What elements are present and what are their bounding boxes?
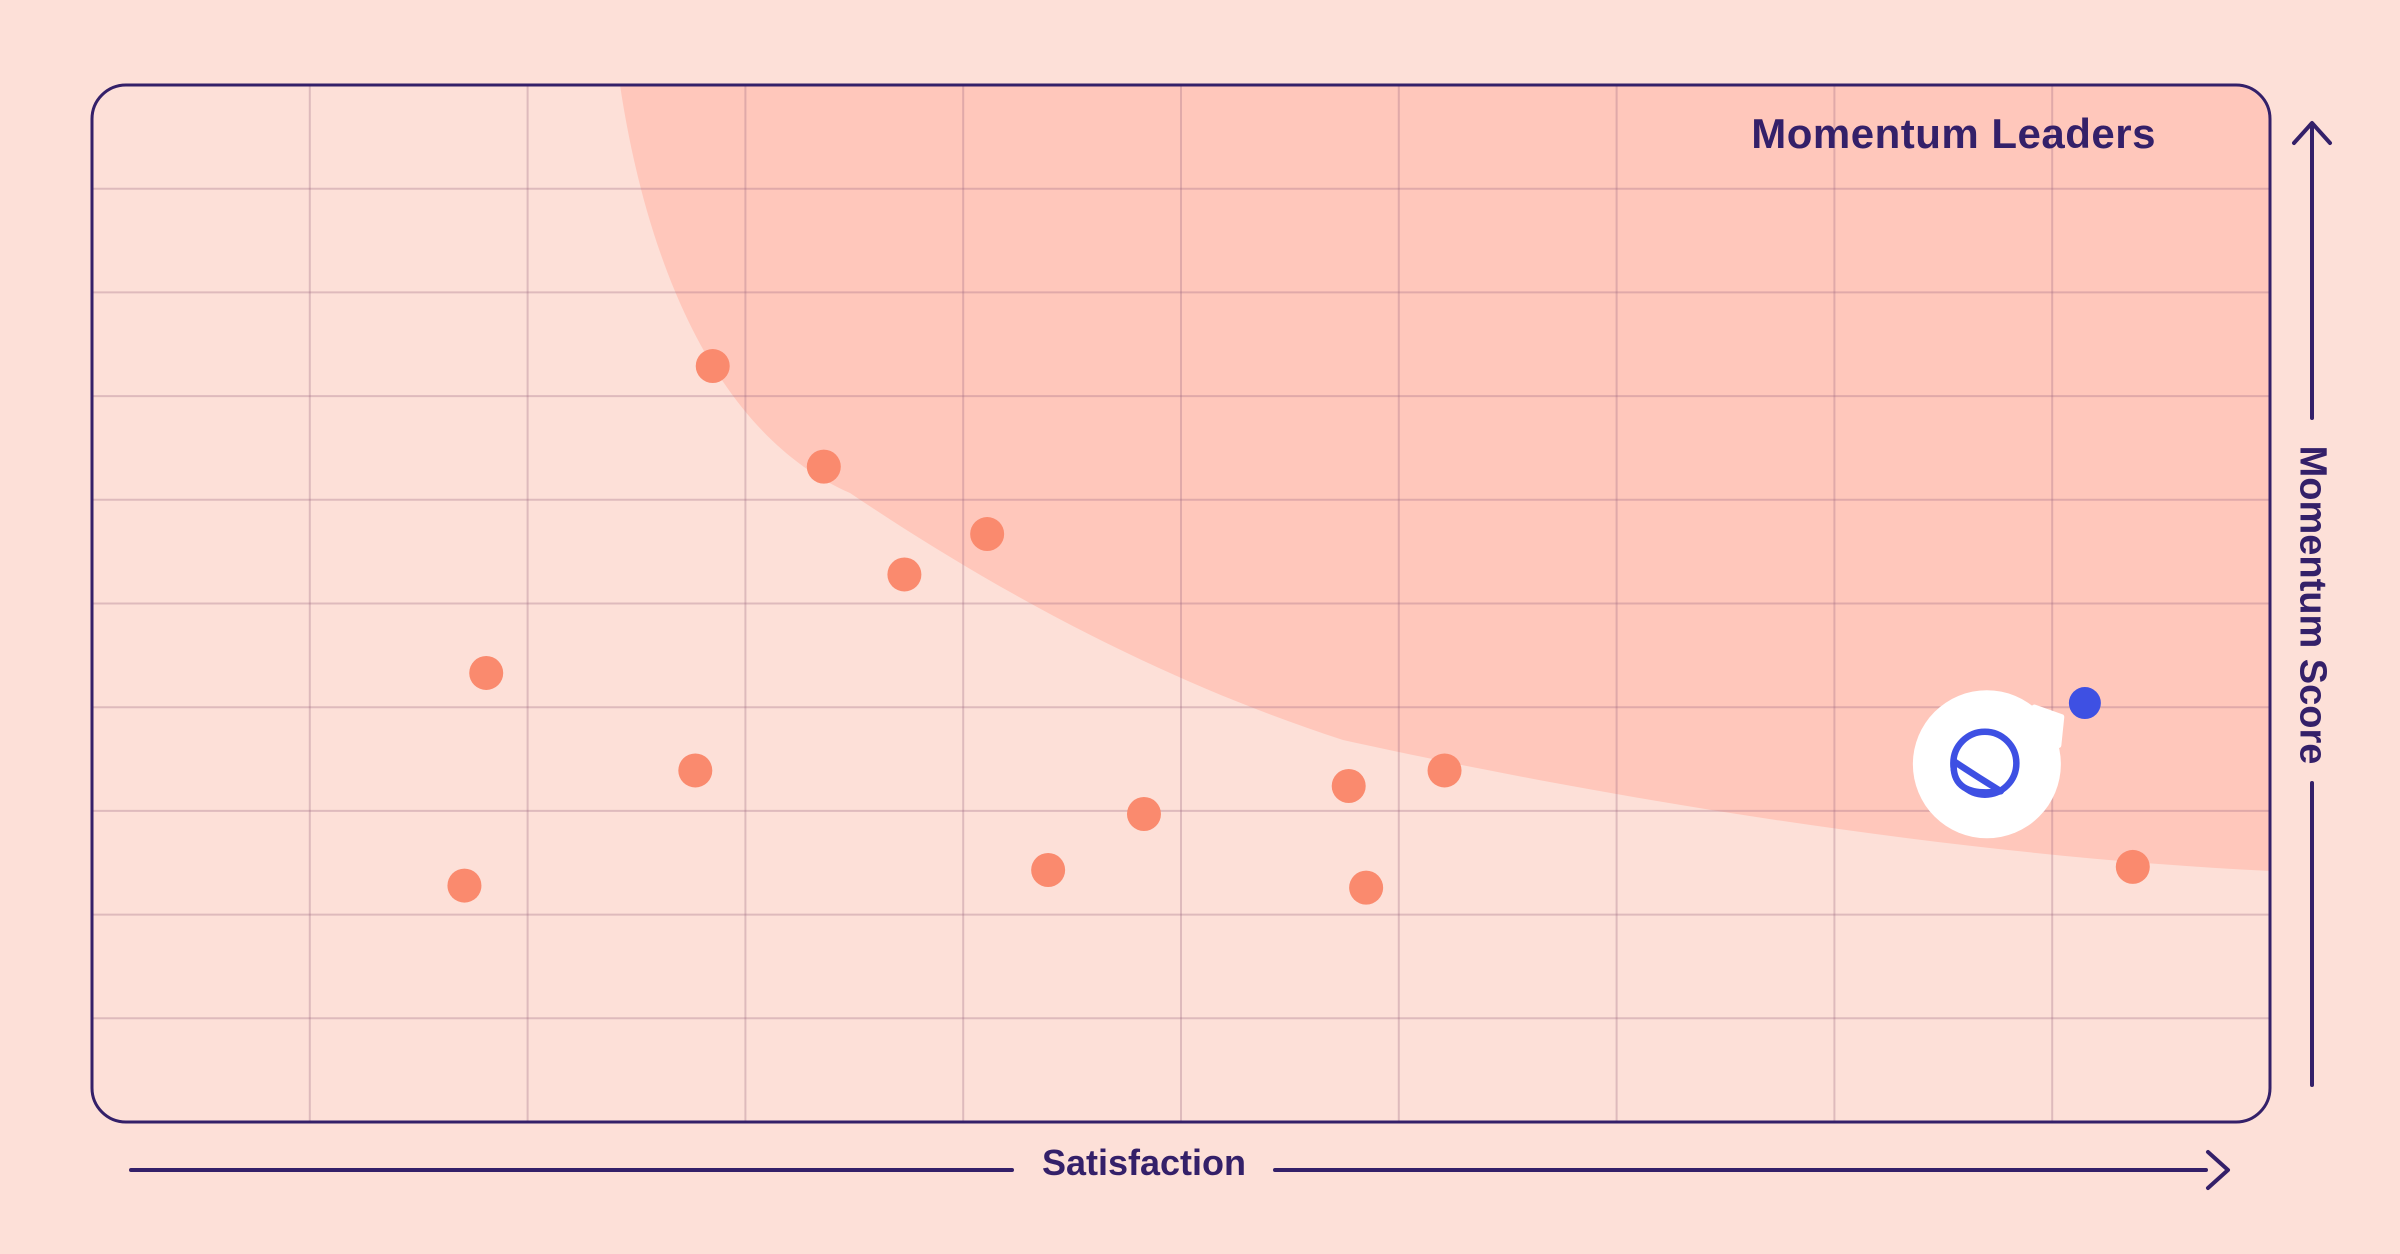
y-axis-label: Momentum Score [2291, 445, 2334, 765]
competitor-dot [1031, 853, 1066, 888]
competitor-dot [469, 655, 504, 690]
competitor-dot [447, 868, 482, 903]
chart-border [90, 83, 2272, 1124]
competitor-dot [2115, 849, 2150, 884]
x-axis-arrow-icon [2206, 1150, 2230, 1190]
y-axis-arrow-icon [2292, 121, 2332, 145]
competitor-dot [1126, 797, 1161, 832]
competitor-dot [970, 517, 1005, 552]
competitor-dot [887, 557, 922, 592]
logo-leaf-shape [1950, 757, 2005, 796]
plot-area [93, 86, 2269, 1121]
momentum-leaders-zone [620, 86, 2269, 871]
competitor-dot [1349, 870, 1384, 905]
competitor-dot [1427, 753, 1462, 788]
competitor-dot [1331, 769, 1366, 804]
highlighted-dot [2068, 687, 2101, 720]
quadrant-label: Momentum Leaders [1751, 110, 2156, 157]
competitor-dot [678, 753, 713, 788]
badge-circle [1912, 690, 2061, 839]
x-axis-label: Satisfaction [1041, 1142, 1247, 1183]
logo-badge [1912, 690, 2065, 839]
competitor-dot [806, 449, 841, 484]
competitor-dot [695, 349, 730, 384]
